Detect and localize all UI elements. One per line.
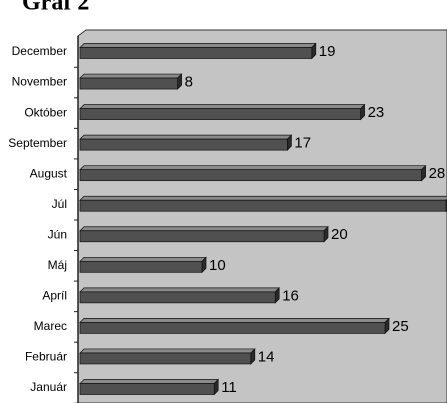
bar-top (79, 73, 183, 79)
bar-front (79, 291, 276, 304)
data-label: 16 (282, 287, 299, 304)
bar-front (79, 383, 215, 395)
bar (79, 42, 317, 60)
data-label: 14 (258, 348, 275, 365)
y-tick-label: Apríl (42, 289, 67, 303)
data-label: 20 (331, 226, 348, 243)
bar (79, 348, 256, 365)
bar-top (79, 348, 256, 354)
data-label: 8 (185, 74, 193, 91)
bar (79, 317, 390, 335)
bar-top (79, 379, 220, 384)
y-tick-label: November (12, 75, 67, 89)
data-label: 10 (209, 257, 226, 274)
bar-top (79, 287, 281, 293)
bar-top (79, 195, 447, 201)
y-tick-label: Jún (48, 227, 67, 241)
bar-front (79, 260, 203, 273)
bar-top (79, 256, 207, 262)
y-tick-label: August (30, 166, 68, 180)
bar (79, 378, 220, 396)
y-tick-label: Júl (52, 197, 67, 211)
bar-front (79, 47, 313, 59)
data-label: 19 (319, 43, 336, 60)
bar-front (79, 169, 422, 182)
data-label: 17 (294, 135, 311, 152)
y-tick-label: Máj (48, 258, 67, 272)
chart-title: Graf 2 (22, 0, 89, 16)
bar (79, 195, 447, 213)
y-tick-label: Február (25, 350, 67, 364)
bar-front (79, 322, 386, 334)
bar-top (79, 165, 427, 171)
bar-front (79, 77, 178, 90)
bar-top (79, 104, 366, 109)
data-label: 28 (429, 165, 446, 182)
bar-front (79, 108, 361, 120)
bar (79, 134, 293, 151)
data-label: 11 (221, 379, 237, 396)
bar-top (79, 318, 390, 323)
bar-front (79, 352, 252, 365)
bar-top (79, 134, 293, 140)
y-tick-label: Január (30, 380, 67, 394)
bar-front (79, 230, 325, 243)
bar-front (79, 199, 447, 212)
bar (79, 164, 427, 182)
bar-top (79, 43, 317, 48)
data-label: 23 (368, 104, 385, 121)
data-label: 25 (392, 318, 409, 335)
bar-top (79, 226, 329, 232)
bar (79, 225, 329, 243)
bar (79, 73, 183, 90)
bar (79, 103, 366, 121)
y-tick-label: Marec (34, 319, 67, 333)
bar (79, 256, 207, 274)
y-tick-label: Október (24, 105, 67, 119)
y-tick-label: September (8, 136, 67, 150)
bar-front (79, 138, 288, 151)
y-tick-label: December (12, 44, 67, 58)
bar (79, 287, 281, 304)
